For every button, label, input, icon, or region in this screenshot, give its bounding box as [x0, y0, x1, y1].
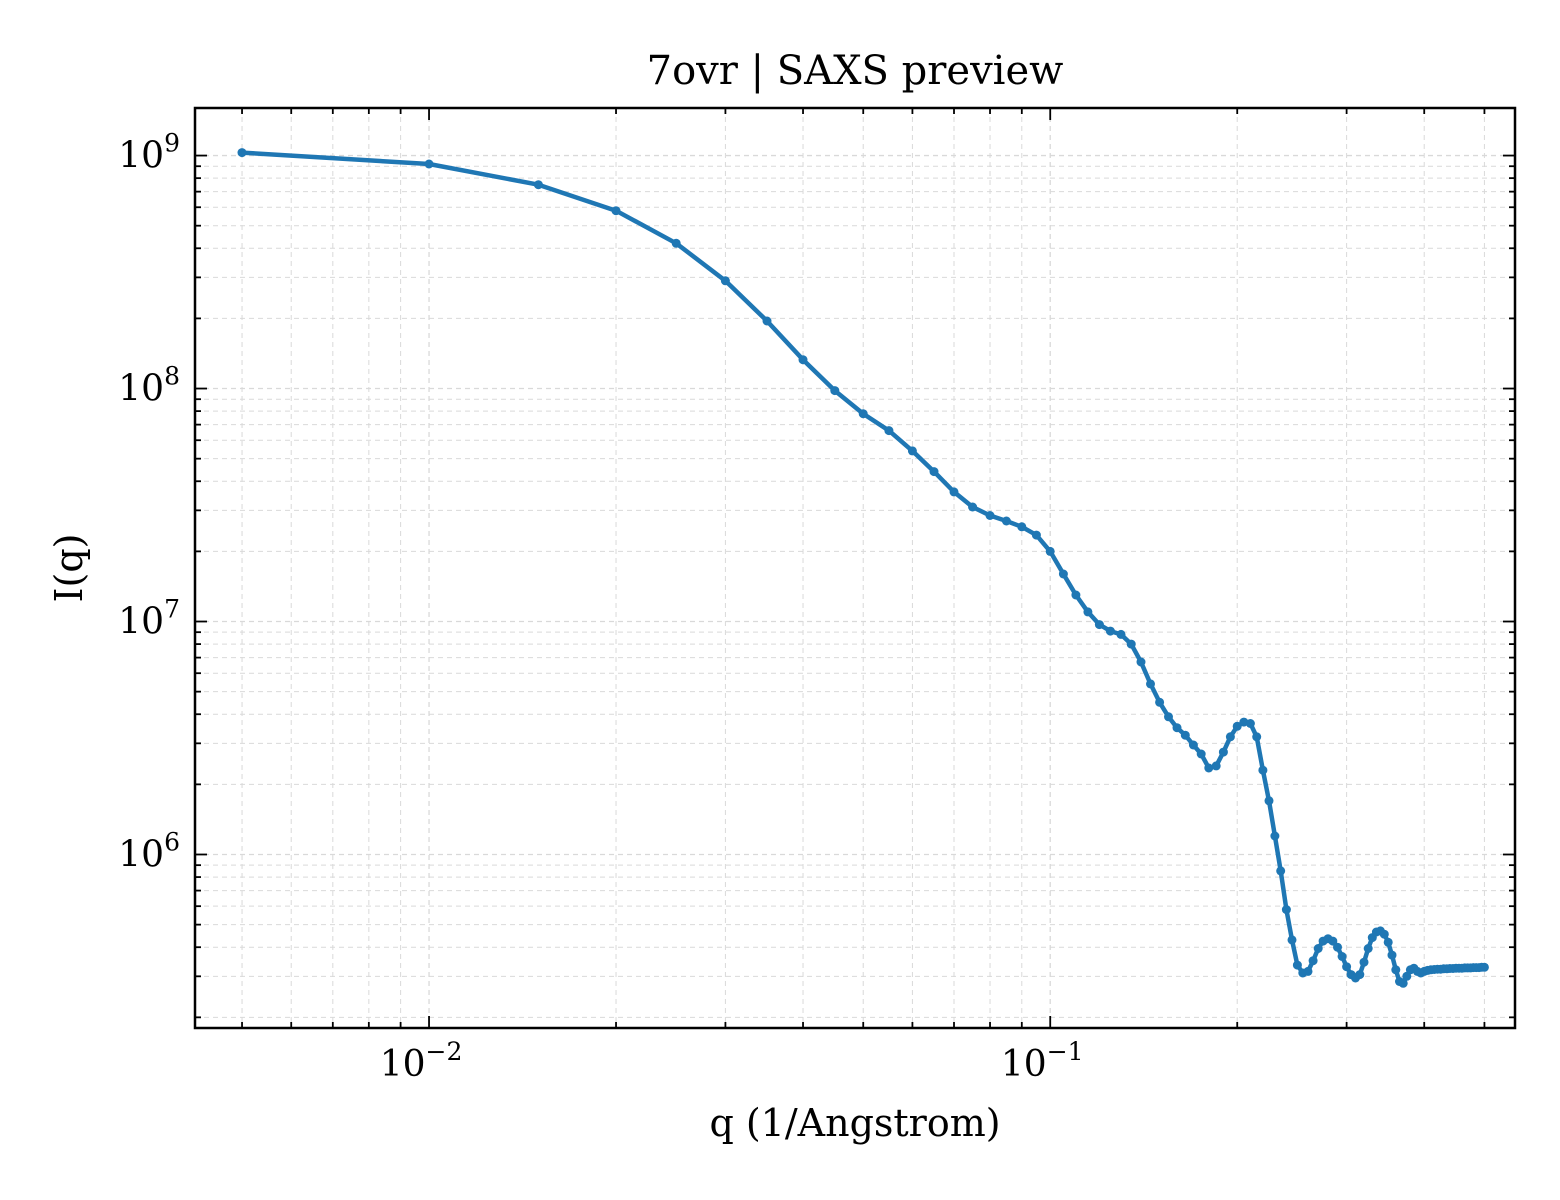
- data-point: [1379, 929, 1389, 939]
- data-point: [1105, 626, 1115, 636]
- data-point: [985, 511, 995, 520]
- data-point: [929, 467, 939, 477]
- data-point: [1218, 747, 1228, 757]
- data-point: [1204, 763, 1214, 773]
- data-point: [1245, 719, 1255, 728]
- data-point: [1258, 765, 1268, 775]
- data-point: [1363, 944, 1373, 953]
- data-point: [1001, 516, 1011, 526]
- data-point: [1126, 639, 1136, 649]
- data-point: [1155, 697, 1165, 707]
- data-point: [1270, 831, 1280, 841]
- data-point: [949, 487, 959, 497]
- data-point: [1387, 950, 1397, 960]
- data-point: [1281, 905, 1291, 915]
- data-point: [1225, 732, 1235, 742]
- data-point: [907, 446, 917, 456]
- data-point: [1017, 522, 1027, 532]
- data-point: [1264, 796, 1274, 806]
- data-point: [1211, 761, 1221, 771]
- data-point: [1308, 956, 1318, 966]
- data-point: [830, 386, 840, 396]
- x-axis-label: q (1/Angstrom): [709, 1101, 1000, 1145]
- data-point: [611, 206, 621, 216]
- data-point: [1031, 530, 1041, 540]
- data-series: [237, 148, 1489, 988]
- data-point: [1180, 730, 1190, 740]
- data-point: [1071, 590, 1081, 600]
- data-point: [1232, 721, 1242, 731]
- data-point: [1342, 962, 1352, 972]
- data-point: [884, 426, 894, 436]
- data-point: [1196, 749, 1206, 759]
- chart-title: 7ovr | SAXS preview: [647, 48, 1064, 94]
- data-point: [1058, 569, 1068, 579]
- data-point: [533, 180, 543, 190]
- data-point: [858, 409, 868, 419]
- data-point: [1333, 942, 1342, 952]
- ticks: [195, 108, 1515, 1028]
- data-point: [1094, 620, 1104, 630]
- data-point: [1383, 937, 1393, 947]
- data-point: [1313, 944, 1323, 953]
- data-point: [1359, 957, 1369, 967]
- data-point: [720, 276, 730, 286]
- data-point: [1355, 970, 1365, 980]
- y-axis-label: I(q): [47, 534, 91, 603]
- data-point: [1391, 965, 1401, 975]
- data-point: [1146, 679, 1155, 689]
- plot-frame: [193, 106, 1517, 1030]
- data-point: [798, 355, 808, 365]
- data-point: [237, 148, 247, 158]
- data-point: [1303, 966, 1313, 976]
- data-point: [968, 502, 978, 512]
- data-point: [1083, 607, 1093, 617]
- data-point: [1292, 960, 1302, 970]
- data-point: [1045, 546, 1055, 556]
- data-point: [1337, 952, 1347, 961]
- x-tick-label: 10−2: [380, 1037, 463, 1085]
- data-point: [1188, 740, 1198, 750]
- y-tick-label: 106: [118, 827, 180, 875]
- tick-labels: 10−2 10−1 106 107 108 109: [118, 129, 1083, 1085]
- data-point: [1328, 936, 1338, 946]
- data-point: [1116, 629, 1126, 639]
- y-tick-label: 109: [118, 129, 180, 177]
- data-point: [762, 316, 772, 326]
- y-tick-label: 107: [118, 595, 180, 643]
- data-point: [1398, 978, 1408, 988]
- data-point: [1252, 732, 1262, 742]
- data-point: [424, 159, 434, 169]
- x-tick-label: 10−1: [1001, 1037, 1084, 1085]
- data-point: [1287, 935, 1297, 945]
- data-point: [1479, 962, 1489, 972]
- y-tick-label: 108: [118, 362, 180, 410]
- data-point: [1172, 723, 1182, 733]
- data-point: [1276, 866, 1286, 876]
- data-point: [671, 238, 681, 248]
- data-point: [1164, 712, 1173, 722]
- data-point: [1136, 657, 1146, 667]
- grid: [195, 108, 1515, 1028]
